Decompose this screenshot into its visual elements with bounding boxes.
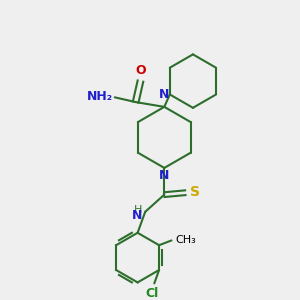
- Text: H: H: [134, 205, 142, 215]
- Text: S: S: [190, 185, 200, 199]
- Text: Cl: Cl: [146, 287, 159, 300]
- Text: CH₃: CH₃: [175, 236, 196, 245]
- Text: O: O: [135, 64, 146, 77]
- Text: N: N: [158, 88, 169, 101]
- Text: NH₂: NH₂: [87, 90, 113, 103]
- Text: N: N: [159, 169, 169, 182]
- Text: N: N: [132, 209, 142, 222]
